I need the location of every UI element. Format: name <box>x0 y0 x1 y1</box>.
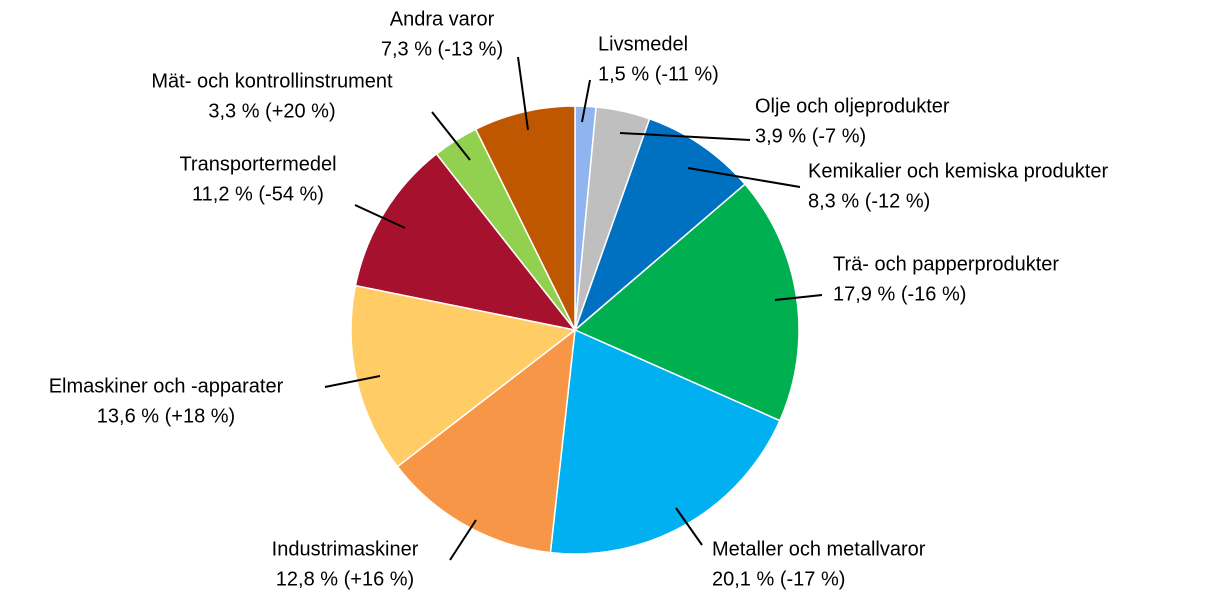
pie-slice <box>474 105 576 331</box>
pie-slice <box>573 117 747 333</box>
value-label: 8,3 % (-12 %) <box>808 190 930 212</box>
leader-line <box>687 167 801 188</box>
category-label: Mät- och kontrollinstrument <box>151 70 393 92</box>
category-label: Kemikalier och kemiska produkter <box>808 160 1108 182</box>
leader-line <box>774 294 823 301</box>
value-label: 7,3 % (-13 %) <box>381 38 503 60</box>
value-label: 11,2 % (-54 %) <box>192 183 324 205</box>
category-label: Trä- och papperprodukter <box>833 253 1059 275</box>
pie-slice <box>396 328 576 554</box>
leader-line <box>354 204 406 229</box>
leader-line <box>449 519 477 561</box>
category-label: Andra varor <box>390 8 495 30</box>
value-label: 3,9 % (-7 %) <box>755 125 866 147</box>
category-label: Livsmedel <box>598 33 688 55</box>
category-label: Transportermedel <box>179 153 336 175</box>
category-label: Olje och oljeprodukter <box>755 95 950 117</box>
value-label: 12,8 % (+16 %) <box>276 568 414 590</box>
leader-line <box>324 375 381 388</box>
leader-line <box>675 507 703 546</box>
leader-line <box>431 111 471 161</box>
leader-line <box>581 79 591 123</box>
leader-line <box>619 132 751 141</box>
category-label: Elmaskiner och -apparater <box>49 375 284 397</box>
leader-line <box>517 56 529 131</box>
value-label: 20,1 % (-17 %) <box>712 568 845 590</box>
value-label: 1,5 % (-11 %) <box>598 63 719 85</box>
category-label: Industrimaskiner <box>272 538 419 560</box>
value-label: 13,6 % (+18 %) <box>97 405 235 427</box>
category-label: Metaller och metallvaror <box>712 538 926 560</box>
pie-slice <box>354 152 577 332</box>
value-label: 17,9 % (-16 %) <box>833 283 966 305</box>
value-label: 3,3 % (+20 %) <box>208 100 335 122</box>
